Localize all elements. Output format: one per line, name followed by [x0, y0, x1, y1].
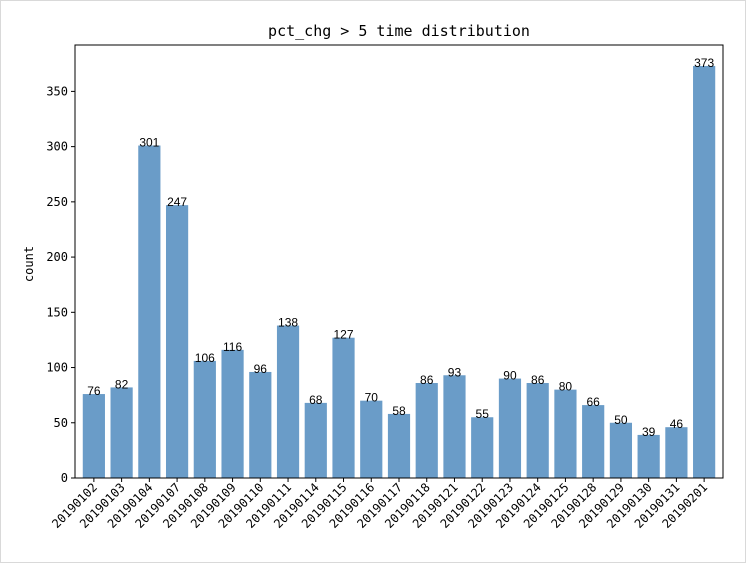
plot-area-frame: [74, 44, 724, 479]
y-tick-label: 0: [61, 471, 68, 485]
bar: [665, 427, 688, 478]
bar-value-label: 50: [614, 413, 628, 427]
bar-value-label: 96: [254, 362, 268, 376]
y-tick-label: 150: [46, 305, 68, 319]
bar-value-label: 68: [309, 393, 323, 407]
bar: [110, 387, 133, 478]
bar: [471, 417, 494, 478]
bar-data-labels: 76 82 301 247 106 116 96 138 68 127 70 58 86 93 55 90 86…: [87, 56, 714, 439]
bar-value-label: 46: [670, 417, 684, 431]
y-tick-label: 300: [46, 140, 68, 154]
bar: [387, 413, 411, 478]
bar-value-label: 116: [223, 340, 242, 354]
bar-value-label: 86: [531, 373, 545, 387]
bar-value-label: 58: [392, 404, 406, 418]
y-tick-label: 200: [46, 250, 68, 264]
bar-value-label: 76: [87, 384, 101, 398]
bar-value-label: 70: [365, 391, 379, 405]
bar-value-label: 90: [503, 369, 517, 383]
bar-value-label: 39: [642, 425, 656, 439]
y-axis-ticks: 0 50 100 150 200 250 300 350: [46, 84, 75, 485]
bar-value-label: 82: [115, 377, 129, 391]
bar: [138, 145, 161, 478]
bar: [609, 422, 633, 478]
bar-value-label: 127: [334, 328, 354, 342]
bar: [304, 402, 327, 478]
bar-value-label: 86: [420, 373, 434, 387]
bar-value-label: 247: [167, 195, 187, 209]
bar: [332, 337, 355, 478]
bar-value-label: 55: [476, 407, 490, 421]
bar: [693, 65, 716, 478]
y-tick-label: 250: [46, 195, 68, 209]
bar-value-label: 93: [448, 365, 462, 379]
bar: [415, 383, 438, 478]
bar: [360, 400, 383, 478]
bar-value-label: 373: [694, 56, 714, 70]
bar: [276, 325, 300, 478]
bars: [82, 65, 716, 478]
y-axis-label: count: [22, 246, 36, 282]
bar: [249, 371, 272, 478]
bar: [637, 434, 660, 478]
bar-value-label: 138: [278, 316, 298, 330]
bar: [582, 405, 605, 478]
bar: [193, 360, 216, 478]
y-tick-label: 100: [46, 361, 68, 375]
bar: [443, 375, 466, 478]
y-tick-label: 50: [54, 416, 68, 430]
bar: [554, 389, 577, 478]
x-axis-ticks: 2019010220190103201901042019010720190108…: [49, 478, 710, 531]
chart-title: pct_chg > 5 time distribution: [268, 22, 530, 40]
bar: [82, 394, 105, 478]
bar: [221, 349, 244, 478]
bar-value-label: 66: [586, 395, 600, 409]
bar: [526, 383, 549, 478]
y-tick-label: 350: [46, 84, 68, 98]
bar-value-label: 80: [559, 380, 573, 394]
bar-value-label: 301: [139, 136, 159, 150]
bar: [165, 205, 189, 478]
bar: [498, 378, 522, 478]
bar-value-label: 106: [195, 351, 215, 365]
